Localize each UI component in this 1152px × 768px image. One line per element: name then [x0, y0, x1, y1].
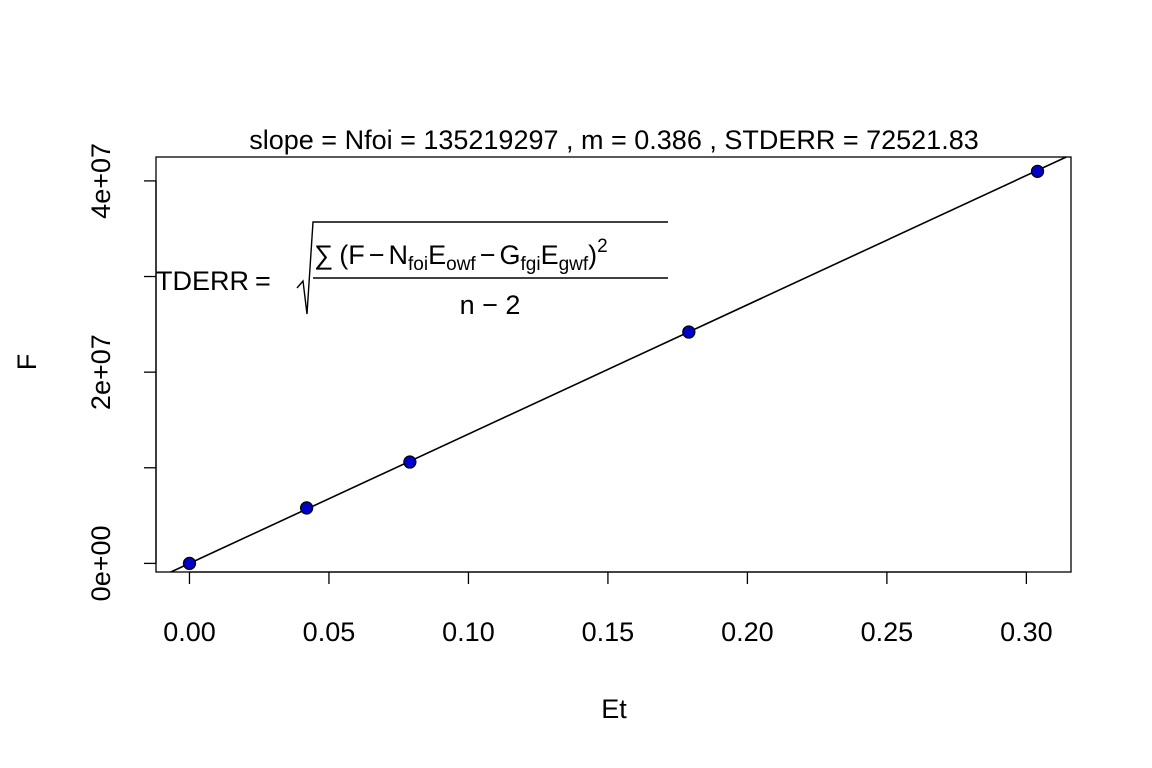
x-tick-label: 0.00	[163, 617, 216, 647]
formula-denominator: n − 2	[460, 290, 521, 320]
x-axis-label: Et	[601, 694, 627, 724]
data-point	[682, 325, 696, 339]
formula-numerator: ∑ (F − NfoiEowf − GfgiEgwf)2	[314, 236, 608, 275]
fit-line	[170, 156, 1067, 573]
sqrt-sign	[296, 221, 668, 315]
y-axis: 0e+00 2e+07 4e+07	[86, 143, 157, 601]
y-tick-label: 0e+00	[86, 525, 116, 601]
stderr-formula: TDERR = ∑ (F − NfoiEowf − GfgiEgwf)2 n − 2	[156, 221, 668, 320]
x-tick-label: 0.05	[303, 617, 356, 647]
y-axis-label: F	[12, 354, 42, 371]
x-axis: 0.00 0.05 0.10 0.15 0.20 0.25 0.30	[163, 571, 1053, 647]
x-tick-label: 0.25	[861, 617, 914, 647]
y-tick-label: 2e+07	[86, 334, 116, 410]
chart-title: slope = Nfoi = 135219297 , m = 0.386 , S…	[249, 125, 978, 155]
formula-lhs: TDERR =	[156, 266, 271, 296]
x-tick-label: 0.20	[721, 617, 774, 647]
x-tick-label: 0.10	[442, 617, 495, 647]
data-point	[403, 455, 417, 469]
y-tick-label: 4e+07	[86, 143, 116, 219]
data-point	[1030, 164, 1045, 178]
x-tick-label: 0.30	[1000, 617, 1053, 647]
data-point	[299, 501, 314, 515]
data-point	[182, 556, 197, 571]
x-tick-label: 0.15	[582, 617, 635, 647]
data-points	[182, 164, 1045, 571]
